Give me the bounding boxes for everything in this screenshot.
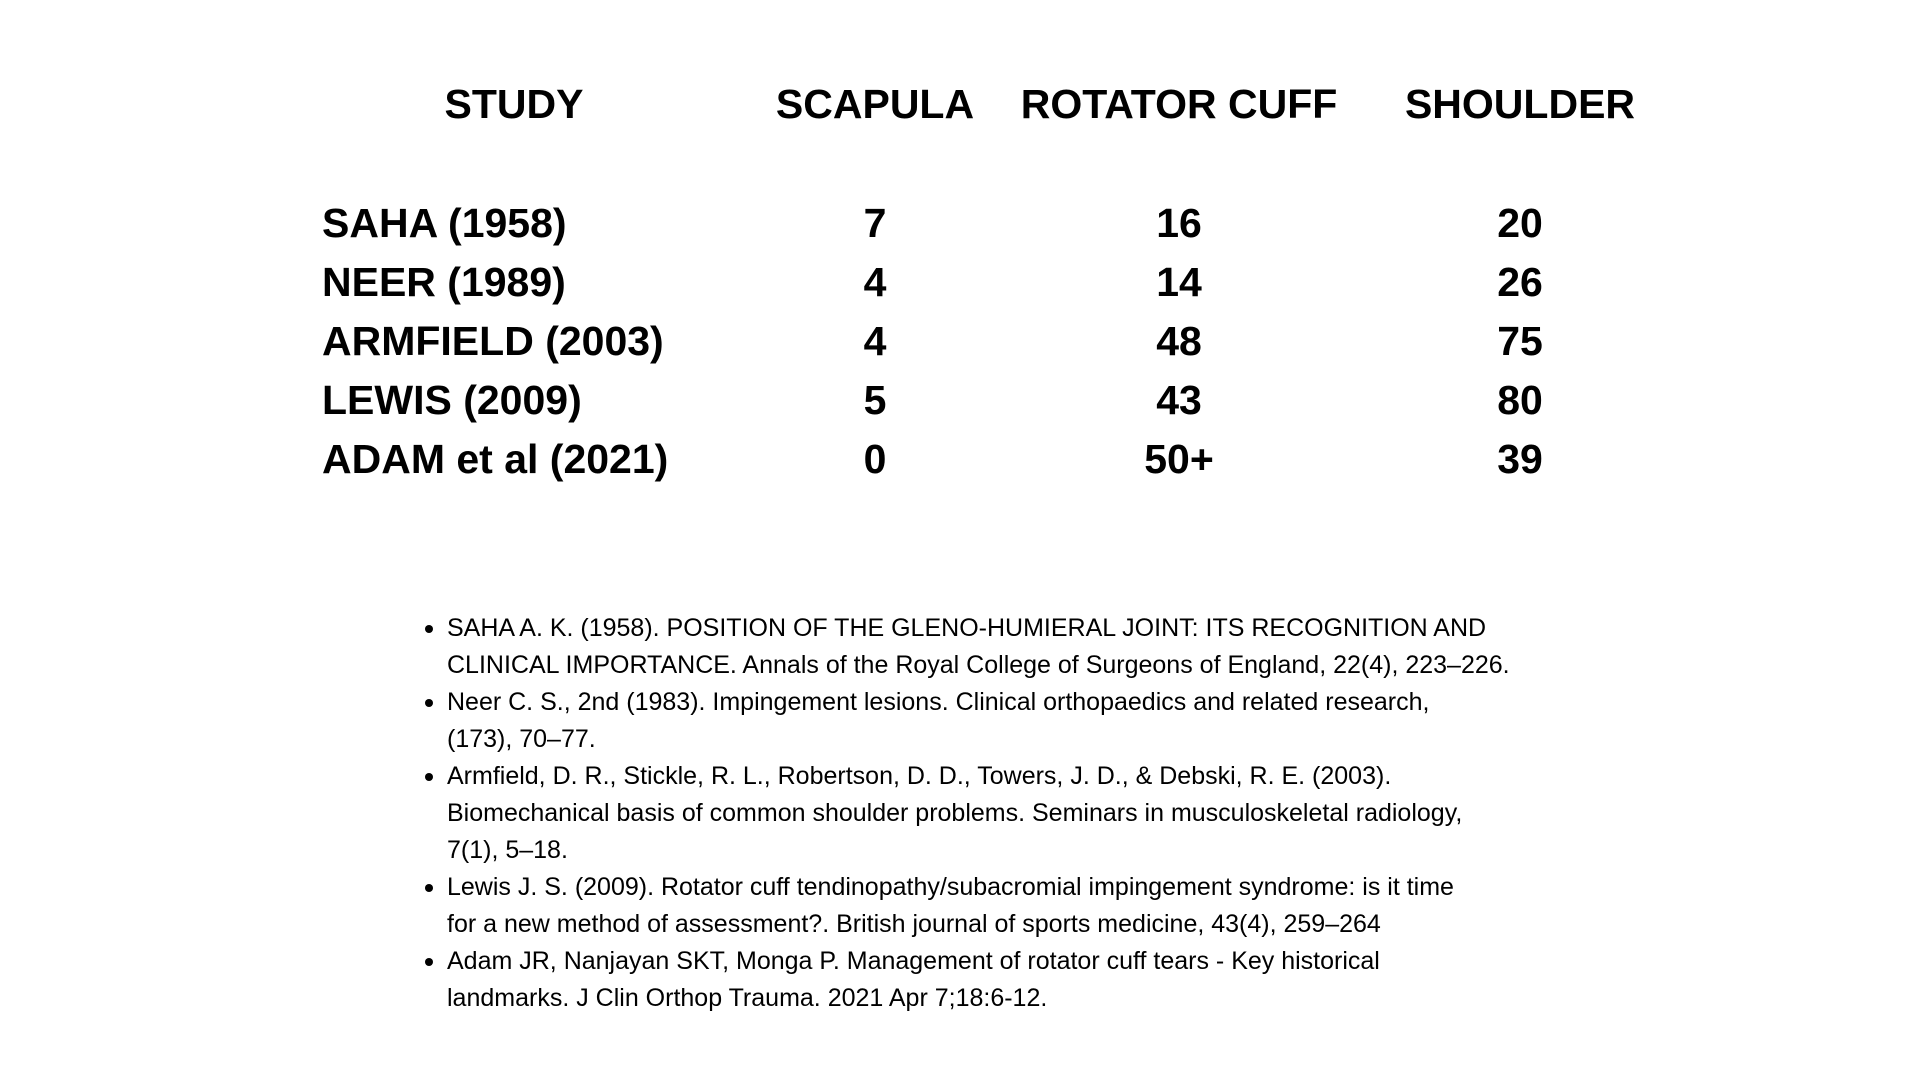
reference-text-line: landmarks. J Clin Orthop Trauma. 2021 Ap… [447,984,1048,1012]
bullet-icon [425,884,433,892]
shoulder-cell: 39 [1497,436,1543,482]
shoulder-cell: 80 [1497,377,1543,423]
reference-text-line: for a new method of assessment?. British… [447,910,1381,938]
rotator-cuff-cell: 14 [1156,259,1202,305]
header-scapula: SCAPULA [775,81,975,127]
header-study: STUDY [444,81,584,127]
study-cell: LEWIS (2009) [322,377,582,423]
scapula-cell: 4 [863,318,887,364]
rotator-cuff-cell: 16 [1156,200,1202,246]
reference-item: Armfield, D. R., Stickle, R. L., Roberts… [425,758,1510,869]
scapula-cell: 4 [863,259,887,305]
reference-text-line: SAHA A. K. (1958). POSITION OF THE GLENO… [447,614,1487,642]
reference-text-line: CLINICAL IMPORTANCE. Annals of the Royal… [447,651,1510,679]
scapula-cell: 5 [863,377,887,423]
shoulder-cell: 26 [1497,259,1543,305]
header-rotator-cuff: ROTATOR CUFF [1020,81,1338,127]
reference-text-line: (173), 70–77. [447,725,596,753]
reference-text-line: Armfield, D. R., Stickle, R. L., Roberts… [447,762,1392,790]
shoulder-cell: 20 [1497,200,1543,246]
reference-list: SAHA A. K. (1958). POSITION OF THE GLENO… [425,610,1510,1017]
bullet-icon [425,699,433,707]
scapula-cell: 0 [863,436,887,482]
reference-text-line: Biomechanical basis of common shoulder p… [447,799,1463,827]
reference-text-line: 7(1), 5–18. [447,836,568,864]
header-shoulder: SHOULDER [1404,81,1636,127]
rotator-cuff-cell: 50+ [1144,436,1214,482]
scapula-cell: 7 [863,200,887,246]
study-cell: ADAM et al (2021) [322,436,669,482]
rotator-cuff-cell: 43 [1156,377,1202,423]
reference-item: SAHA A. K. (1958). POSITION OF THE GLENO… [425,610,1510,684]
study-cell: ARMFIELD (2003) [322,318,664,364]
study-cell: NEER (1989) [322,259,566,305]
reference-item: Lewis J. S. (2009). Rotator cuff tendino… [425,869,1510,943]
bullet-icon [425,773,433,781]
shoulder-cell: 75 [1497,318,1543,364]
rotator-cuff-cell: 48 [1156,318,1202,364]
bullet-icon [425,625,433,633]
reference-text-line: Neer C. S., 2nd (1983). Impingement lesi… [447,688,1430,716]
bullet-icon [425,958,433,966]
reference-text-line: Lewis J. S. (2009). Rotator cuff tendino… [447,873,1454,901]
reference-item: Adam JR, Nanjayan SKT, Monga P. Manageme… [425,943,1510,1017]
reference-item: Neer C. S., 2nd (1983). Impingement lesi… [425,684,1510,758]
reference-text-line: Adam JR, Nanjayan SKT, Monga P. Manageme… [447,947,1380,975]
study-cell: SAHA (1958) [322,200,567,246]
